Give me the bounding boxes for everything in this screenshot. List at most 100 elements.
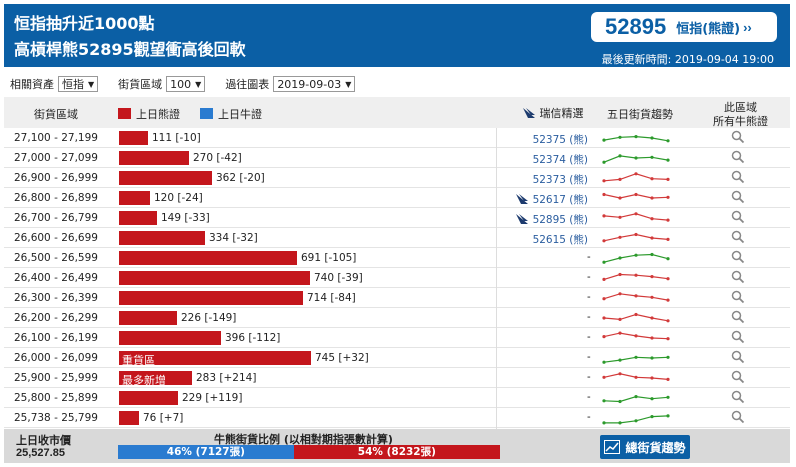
trend-point	[650, 316, 654, 320]
headline-primary[interactable]: 恒指抽升近1000點	[14, 14, 155, 33]
zone-select[interactable]: 100 ▼	[166, 76, 206, 92]
search-icon[interactable]	[731, 130, 745, 144]
bear-bar[interactable]	[119, 131, 148, 145]
search-icon[interactable]	[731, 150, 745, 164]
bear-bar[interactable]	[119, 231, 205, 245]
pick-code: 52617 (熊)	[532, 194, 588, 206]
five-day-trend-sparkline[interactable]	[600, 189, 672, 207]
zone-tag: 最多新增	[122, 374, 166, 387]
bear-bar[interactable]	[119, 171, 212, 185]
search-icon[interactable]	[731, 310, 745, 324]
five-day-trend-sparkline[interactable]	[600, 349, 672, 367]
bear-value-label: 714 [-84]	[307, 292, 356, 304]
search-icon[interactable]	[731, 330, 745, 344]
pick-link[interactable]: 52375 (熊)	[533, 132, 588, 147]
total-trend-button[interactable]: 總街貨趨勢	[600, 435, 690, 459]
trend-point	[650, 177, 654, 181]
pick-code: 52373 (熊)	[532, 174, 588, 186]
bear-bar[interactable]	[119, 331, 221, 345]
bear-bar[interactable]	[119, 211, 157, 225]
underlying-price-box[interactable]: 52895 恒指(熊證) ››	[591, 12, 777, 42]
trend-point	[634, 395, 638, 399]
trend-point	[666, 319, 670, 323]
trend-point	[666, 277, 670, 281]
table-row: 26,700 - 26,799 149 [-33] 52895 (熊)	[4, 208, 790, 228]
pick-link[interactable]: 52374 (熊)	[533, 152, 588, 167]
search-icon[interactable]	[731, 350, 745, 364]
trend-point	[618, 235, 622, 239]
pick-link[interactable]: 52617 (熊)	[515, 192, 588, 207]
table-row: 25,800 - 25,899 229 [+119] -	[4, 388, 790, 408]
sail-logo-icon	[516, 194, 529, 204]
headline-secondary[interactable]: 高槓桿熊52895觀望衝高後回軟	[14, 40, 246, 59]
trend-point	[650, 196, 654, 200]
table-row: 25,738 - 25,799 76 [+7] -	[4, 408, 790, 428]
search-icon[interactable]	[731, 190, 745, 204]
asset-select[interactable]: 恒指 ▼	[58, 76, 99, 92]
five-day-trend-sparkline[interactable]	[600, 269, 672, 287]
five-day-trend-sparkline[interactable]	[600, 169, 672, 187]
five-day-trend-sparkline[interactable]	[600, 209, 672, 227]
pick-empty: -	[587, 351, 591, 363]
trend-point	[634, 232, 638, 237]
trend-point	[666, 237, 670, 241]
legend-bull-swatch	[200, 108, 213, 119]
header-banner: 恒指抽升近1000點 高槓桿熊52895觀望衝高後回軟 52895 恒指(熊證)…	[4, 4, 790, 67]
pick-link[interactable]: 52615 (熊)	[533, 232, 588, 247]
trend-point	[618, 372, 622, 376]
trend-point	[634, 172, 638, 176]
bear-bar[interactable]	[119, 151, 189, 165]
pick-code: 52895 (熊)	[532, 214, 588, 226]
col-all-line2: 所有牛熊證	[713, 115, 768, 128]
pick-code: 52374 (熊)	[532, 154, 588, 166]
trend-point	[666, 355, 670, 359]
bear-bar[interactable]	[119, 271, 310, 285]
bear-bar[interactable]	[119, 251, 297, 265]
search-icon[interactable]	[731, 270, 745, 284]
bear-bar[interactable]	[119, 411, 139, 425]
five-day-trend-sparkline[interactable]	[600, 369, 672, 387]
search-icon[interactable]	[731, 170, 745, 184]
search-icon[interactable]	[731, 370, 745, 384]
five-day-trend-sparkline[interactable]	[600, 129, 672, 147]
search-icon[interactable]	[731, 410, 745, 424]
search-icon[interactable]	[731, 290, 745, 304]
pick-link[interactable]: 52895 (熊)	[515, 212, 588, 227]
bear-value-label: 226 [-149]	[181, 312, 237, 324]
trend-point	[602, 316, 606, 320]
pick-link[interactable]: 52373 (熊)	[533, 172, 588, 187]
bear-bar[interactable]	[119, 291, 303, 305]
bear-value-label: 396 [-112]	[225, 332, 281, 344]
bear-bar[interactable]	[119, 391, 178, 405]
five-day-trend-sparkline[interactable]	[600, 149, 672, 167]
five-day-trend-sparkline[interactable]	[600, 409, 672, 427]
search-icon[interactable]	[731, 250, 745, 264]
search-icon[interactable]	[731, 230, 745, 244]
trend-point	[618, 331, 622, 335]
zone-range: 27,000 - 27,099	[14, 152, 98, 164]
zone-range: 26,000 - 26,099	[14, 352, 98, 364]
five-day-trend-sparkline[interactable]	[600, 309, 672, 327]
five-day-trend-sparkline[interactable]	[600, 249, 672, 267]
search-icon[interactable]	[731, 390, 745, 404]
bear-bar[interactable]	[119, 191, 150, 205]
trend-point	[666, 158, 670, 162]
five-day-trend-sparkline[interactable]	[600, 389, 672, 407]
zone-value: 100	[170, 77, 192, 91]
close-label: 上日收市價	[16, 434, 71, 447]
bear-bar[interactable]	[119, 311, 177, 325]
search-icon[interactable]	[731, 210, 745, 224]
bear-bar[interactable]: 重貨區	[119, 351, 311, 367]
col-all-line1: 此區域	[724, 101, 757, 114]
five-day-trend-sparkline[interactable]	[600, 329, 672, 347]
dropdown-arrow-icon: ▼	[88, 79, 95, 89]
zone-range: 26,800 - 26,899	[14, 192, 98, 204]
footer-bar: 上日收市價 25,527.85 牛熊街貨比例 (以相對期指張數計算) 46% (…	[4, 429, 790, 463]
five-day-trend-sparkline[interactable]	[600, 229, 672, 247]
bear-bar[interactable]: 最多新增	[119, 371, 192, 387]
chart-date-select[interactable]: 2019-09-03 ▼	[273, 76, 356, 92]
five-day-trend-sparkline[interactable]	[600, 289, 672, 307]
trend-point	[602, 360, 606, 364]
trend-point	[650, 336, 654, 340]
trend-point	[602, 277, 606, 281]
